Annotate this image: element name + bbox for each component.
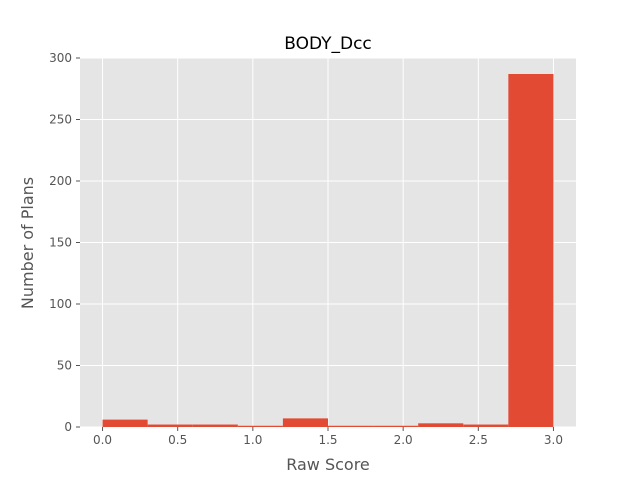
histogram-bar [373, 425, 419, 427]
x-tick-label: 3.0 [544, 433, 563, 447]
y-axis-label: Number of Plans [18, 177, 37, 309]
x-tick-label: 1.5 [318, 433, 337, 447]
histogram-bar [192, 424, 238, 427]
histogram-bar [463, 424, 509, 427]
x-tick-label: 2.0 [394, 433, 413, 447]
histogram-bar [328, 425, 374, 427]
y-tick-label: 100 [49, 297, 72, 311]
axis-ticks: 0.0 0.5 1.0 1.5 2.0 2.5 3.0 0 50 100 150 200 250 300 [49, 51, 563, 447]
y-tick-label: 200 [49, 174, 72, 188]
chart-title: BODY_Dcc [284, 34, 372, 54]
x-axis-label: Raw Score [286, 455, 370, 474]
histogram-bar [147, 424, 193, 427]
x-tick-label: 0.5 [168, 433, 187, 447]
x-tick-label: 2.5 [469, 433, 488, 447]
y-tick-label: 150 [49, 236, 72, 250]
histogram-bar [102, 419, 148, 427]
histogram-bar [237, 425, 283, 427]
histogram-bar [508, 73, 554, 428]
histogram-bar [282, 418, 328, 427]
y-tick-label: 0 [64, 420, 72, 434]
y-tick-label: 250 [49, 113, 72, 127]
histogram-bar [418, 423, 464, 427]
y-tick-label: 50 [57, 359, 72, 373]
histogram-bars [102, 73, 554, 428]
y-tick-label: 300 [49, 51, 72, 65]
x-tick-label: 0.0 [93, 433, 112, 447]
x-tick-label: 1.0 [243, 433, 262, 447]
